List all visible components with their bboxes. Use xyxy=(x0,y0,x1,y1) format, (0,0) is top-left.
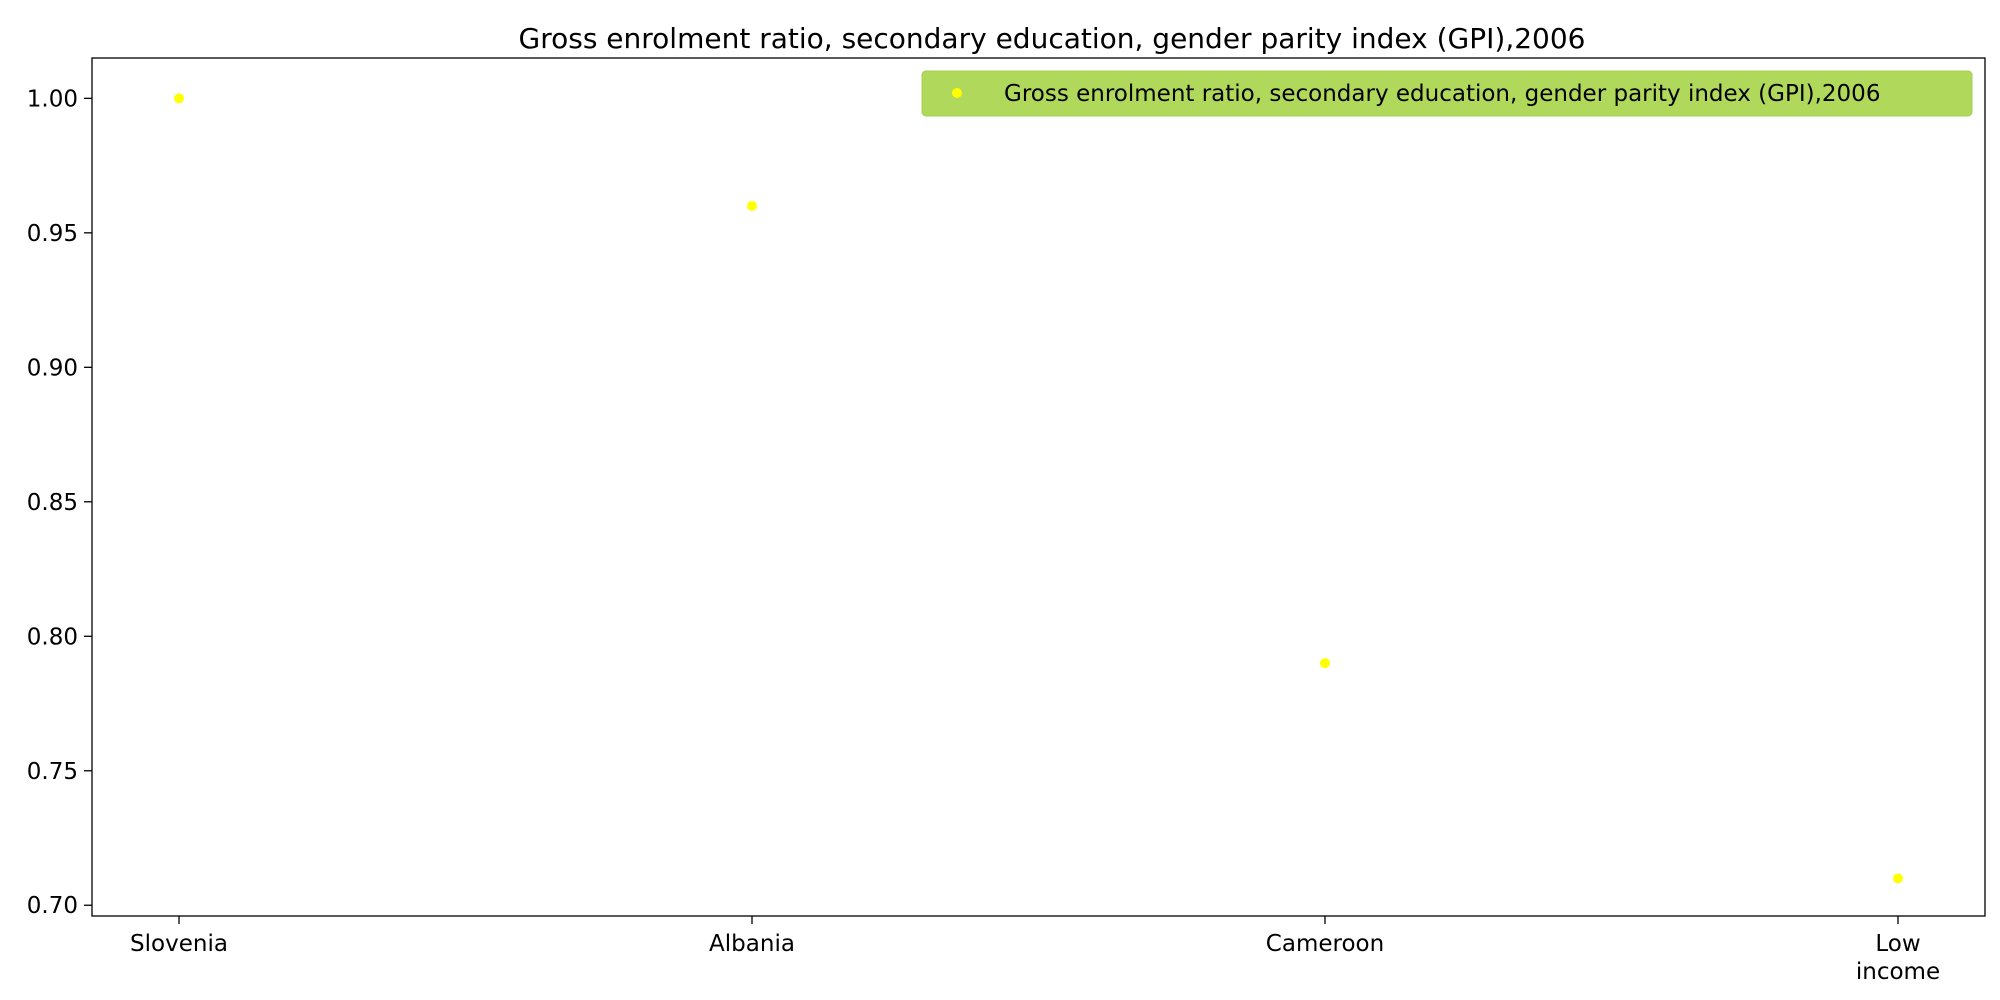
data-point-cameroon xyxy=(1320,658,1330,669)
data-point-low-income xyxy=(1893,873,1903,884)
y-tick-label: 0.80 xyxy=(27,624,78,650)
legend-label: Gross enrolment ratio, secondary educati… xyxy=(1004,81,1880,107)
legend-box xyxy=(921,70,1973,117)
y-tick-label: 0.75 xyxy=(27,759,78,785)
x-tick-label: Slovenia xyxy=(130,931,228,957)
legend: Gross enrolment ratio, secondary educati… xyxy=(921,70,1973,117)
data-point-albania xyxy=(747,200,757,211)
legend-marker xyxy=(952,88,962,98)
chart-title: Gross enrolment ratio, secondary educati… xyxy=(519,22,1586,55)
x-axis: Slovenia Albania Cameroon Low income xyxy=(130,916,1940,985)
y-tick-label: 0.85 xyxy=(27,490,78,516)
data-point-slovenia xyxy=(174,93,184,104)
y-tick-label: 0.90 xyxy=(27,355,78,381)
y-tick-label: 0.70 xyxy=(27,893,78,919)
y-tick-label: 1.00 xyxy=(27,86,78,112)
y-axis: 0.70 0.75 0.80 0.85 0.90 0.95 1.00 xyxy=(27,86,92,919)
x-tick-label: Cameroon xyxy=(1266,931,1384,957)
x-tick-label: Albania xyxy=(709,931,795,957)
y-tick-label: 0.95 xyxy=(27,221,78,247)
data-points xyxy=(174,93,1903,884)
x-tick-label: Low income xyxy=(1856,931,1940,985)
plot-area xyxy=(91,57,1986,917)
